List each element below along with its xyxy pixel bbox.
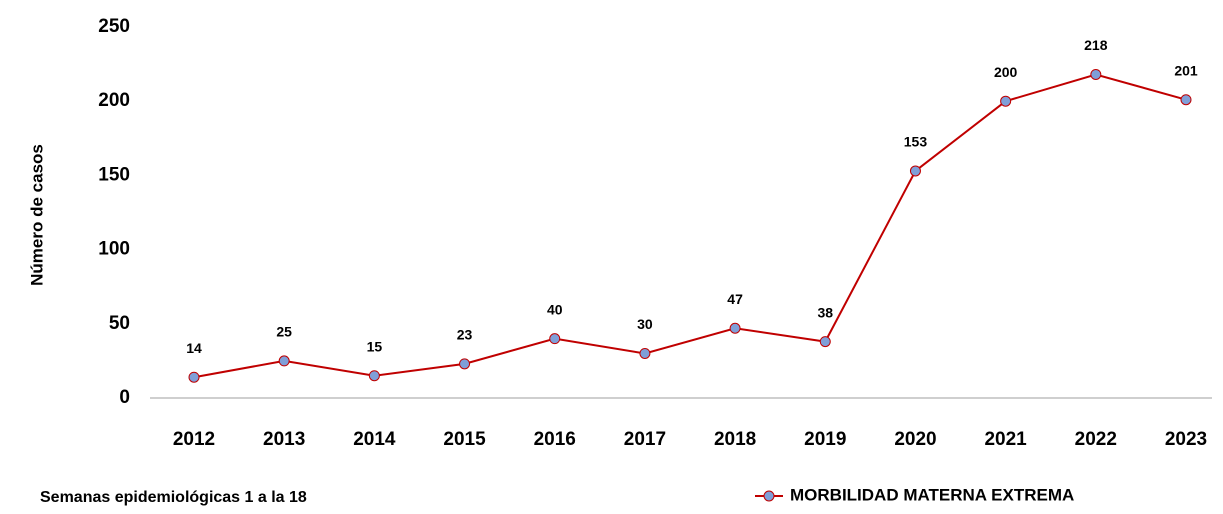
marker <box>368 370 380 382</box>
x-tick-label: 2021 <box>984 429 1027 450</box>
marker <box>1180 94 1192 106</box>
x-tick-label: 2020 <box>894 429 936 450</box>
x-tick-label: 2022 <box>1075 429 1117 450</box>
legend-marker <box>763 490 775 502</box>
data-label: 153 <box>904 134 928 150</box>
data-label: 200 <box>994 64 1018 80</box>
x-tick-label: 2023 <box>1165 429 1207 450</box>
data-label: 40 <box>547 301 563 317</box>
x-tick-label: 2015 <box>443 429 486 450</box>
data-label: 23 <box>457 327 473 343</box>
data-label: 30 <box>637 316 653 332</box>
x-tick-label: 2018 <box>714 429 756 450</box>
y-tick-label: 150 <box>98 164 130 185</box>
x-tick-label: 2013 <box>263 429 305 450</box>
data-label: 201 <box>1174 62 1198 78</box>
y-tick-label: 50 <box>109 313 130 334</box>
y-axis-label: Número de casos <box>27 144 46 286</box>
x-tick-label: 2019 <box>804 429 846 450</box>
marker <box>278 355 290 367</box>
data-label: 14 <box>186 340 202 356</box>
data-label: 25 <box>276 324 292 340</box>
data-label: 15 <box>367 338 383 354</box>
marker <box>188 371 200 383</box>
x-tick-label: 2012 <box>173 429 215 450</box>
annotation: Semanas epidemiológicas 1 a la 18 <box>40 489 307 506</box>
marker <box>819 336 831 348</box>
marker <box>1000 95 1012 107</box>
x-tick-label: 2017 <box>624 429 666 450</box>
y-tick-label: 0 <box>119 387 130 408</box>
marker <box>549 333 561 345</box>
marker <box>639 347 651 359</box>
marker <box>909 165 921 177</box>
data-label: 218 <box>1084 37 1108 53</box>
line <box>193 73 1187 379</box>
y-tick-label: 250 <box>98 16 130 37</box>
data-label: 38 <box>817 304 833 320</box>
y-tick-label: 100 <box>98 239 130 260</box>
legend-label: MORBILIDAD MATERNA EXTREMA <box>790 485 1074 504</box>
x-tick-label: 2014 <box>353 429 396 450</box>
x-tick-label: 2016 <box>534 429 576 450</box>
marker <box>729 322 741 334</box>
marker <box>459 358 471 370</box>
marker <box>1090 68 1102 80</box>
y-tick-label: 200 <box>98 90 130 111</box>
data-label: 47 <box>727 291 743 307</box>
